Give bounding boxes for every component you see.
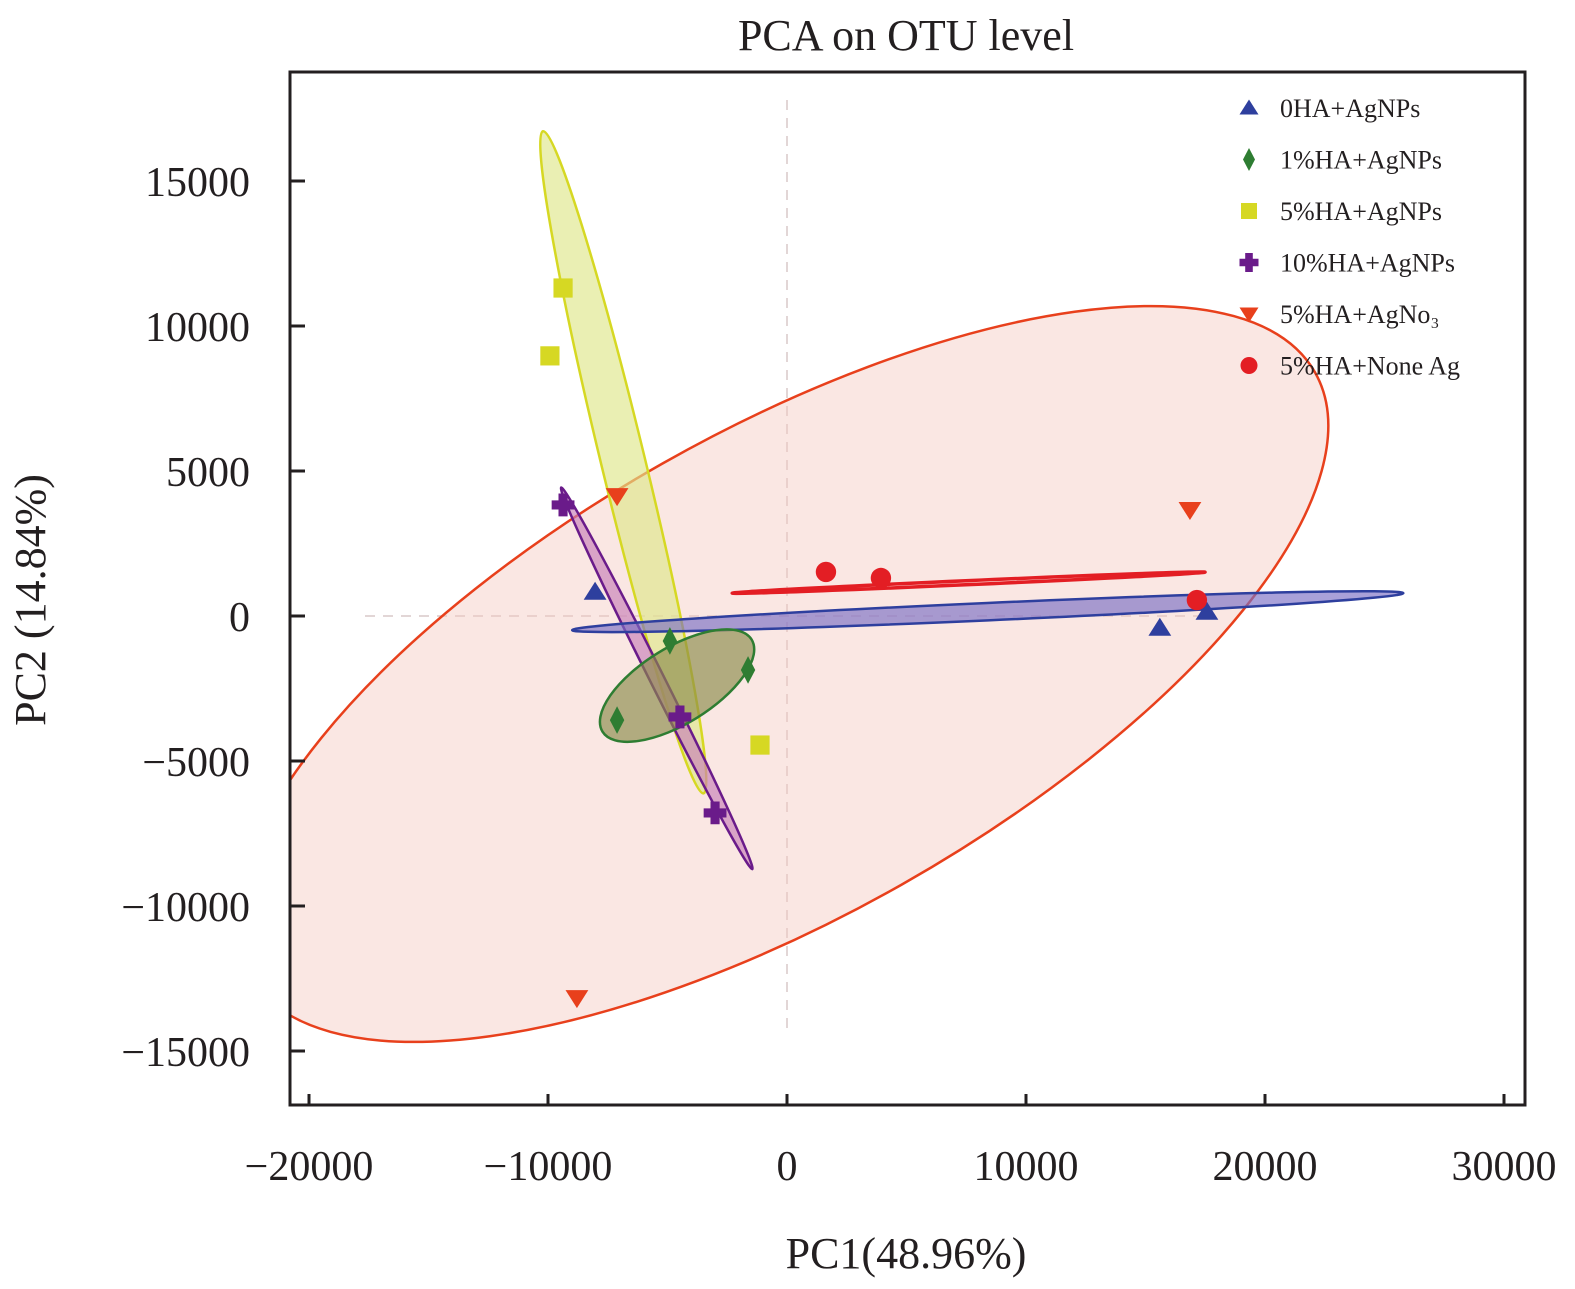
y-tick-label: 0 <box>229 595 250 641</box>
legend-marker-icon <box>1239 99 1259 115</box>
legend-label: 10%HA+AgNPs <box>1280 249 1455 278</box>
data-point <box>609 706 625 734</box>
legend-marker-icon <box>1243 148 1255 171</box>
y-tick-label: −5000 <box>142 740 250 786</box>
y-tick-label: −15000 <box>121 1030 250 1076</box>
confidence-ellipse-1-ha-agnps <box>598 628 756 744</box>
data-point <box>540 346 560 366</box>
legend-item: 10%HA+AgNPs <box>1239 249 1455 278</box>
data-point <box>583 581 607 600</box>
x-axis-label: PC1(48.96%) <box>786 1229 1027 1278</box>
series-1-ha-agnps <box>609 627 756 734</box>
data-point <box>870 567 892 589</box>
data-point <box>750 735 770 755</box>
legend-item: 5%HA+None Ag <box>1240 352 1460 381</box>
data-point <box>668 705 692 729</box>
data-point <box>551 493 575 517</box>
series-0ha-agnps <box>583 581 1219 636</box>
series-10-ha-agnps <box>551 493 727 825</box>
x-tick-label: 0 <box>777 1144 798 1190</box>
chart-title: PCA on OTU level <box>738 11 1074 60</box>
plot-area <box>290 100 1405 1044</box>
legend-item: 0HA+AgNPs <box>1239 94 1420 123</box>
series-5-ha-agnps <box>540 278 770 755</box>
confidence-ellipse-5-ha-agno- <box>290 304 1330 1044</box>
data-point <box>605 488 629 507</box>
y-tick-label: 5000 <box>166 450 250 496</box>
data-point <box>662 627 678 655</box>
legend-item: 1%HA+AgNPs <box>1243 146 1442 175</box>
confidence-ellipse-5-ha-none-ag <box>730 570 1207 596</box>
data-point <box>1178 502 1202 521</box>
data-point <box>740 656 756 684</box>
data-point <box>1148 617 1172 636</box>
x-tick-label: −10000 <box>484 1144 613 1190</box>
x-tick-label: −20000 <box>245 1144 374 1190</box>
y-axis-label: PC2 (14.84%) <box>6 474 55 726</box>
legend-marker-icon <box>1241 203 1257 219</box>
data-point <box>815 561 837 583</box>
legend-marker-icon <box>1239 307 1259 323</box>
legend-label: 5%HA+AgNo₃ <box>1280 300 1440 329</box>
legend-label: 5%HA+AgNPs <box>1280 197 1442 226</box>
legend-item: 5%HA+AgNo₃ <box>1239 300 1440 329</box>
y-tick-label: 15000 <box>145 160 250 206</box>
axes: −20000 −10000 0 10000 20000 30000 −15000 −10000… <box>121 70 1557 1190</box>
legend-marker-icon <box>1239 253 1259 272</box>
x-tick-label: 20000 <box>1213 1144 1318 1190</box>
plot-frame <box>288 70 1527 1107</box>
legend: 0HA+AgNPs 1%HA+AgNPs 5%HA+AgNPs 10%HA+AgNPs… <box>1239 94 1460 381</box>
x-tick-label: 30000 <box>1452 1144 1557 1190</box>
legend-item: 5%HA+AgNPs <box>1241 197 1442 226</box>
x-tick-label: 10000 <box>974 1144 1079 1190</box>
data-point <box>1195 601 1219 620</box>
legend-label: 1%HA+AgNPs <box>1280 146 1442 175</box>
plot-inner <box>290 100 1405 1044</box>
data-point <box>553 278 573 298</box>
data-point <box>1186 589 1208 611</box>
series-5-ha-none-ag <box>815 561 1208 611</box>
legend-label: 0HA+AgNPs <box>1280 94 1420 123</box>
y-tick-label: −10000 <box>121 885 250 931</box>
legend-marker-icon <box>1240 357 1258 374</box>
y-tick-label: 10000 <box>145 305 250 351</box>
data-point <box>703 801 727 825</box>
series-5-ha-agno- <box>565 488 1202 1009</box>
legend-label: 5%HA+None Ag <box>1280 352 1460 381</box>
data-point <box>565 990 589 1009</box>
